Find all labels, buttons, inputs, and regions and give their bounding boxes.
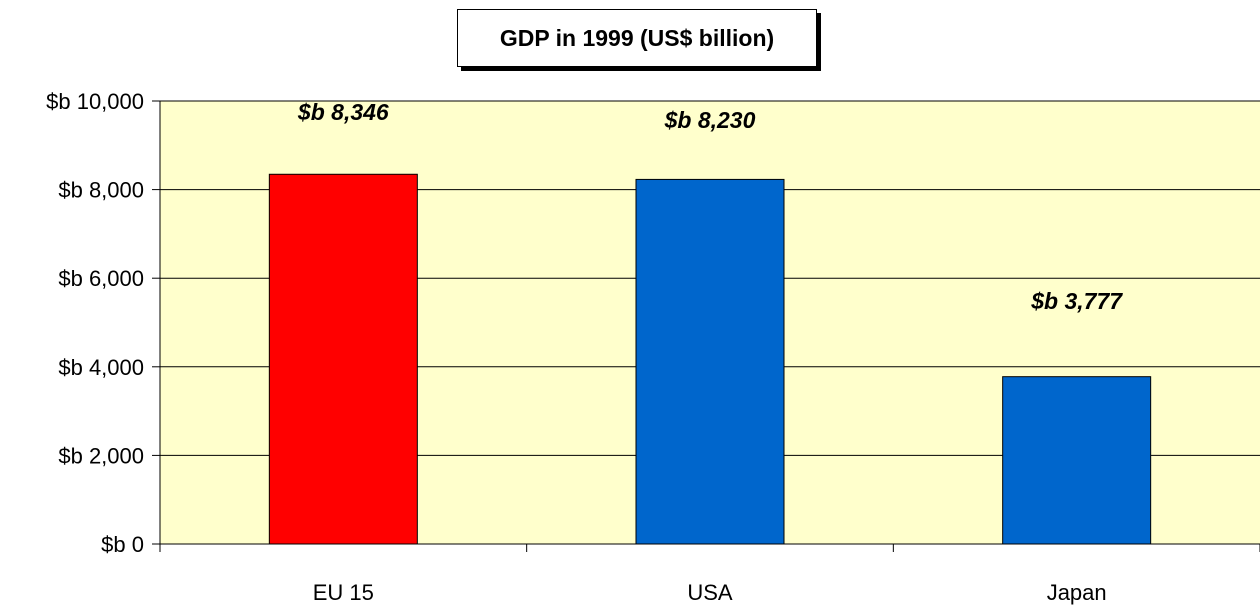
y-tick-label: $b 4,000 bbox=[58, 355, 144, 380]
y-tick-label: $b 6,000 bbox=[58, 266, 144, 291]
y-tick-label: $b 0 bbox=[101, 532, 144, 557]
bar-eu-15 bbox=[268, 173, 418, 545]
data-label: $b 3,777 bbox=[1030, 288, 1123, 314]
bar-japan bbox=[1002, 376, 1152, 545]
data-label: $b 8,346 bbox=[297, 99, 389, 125]
chart-title: GDP in 1999 (US$ billion) bbox=[457, 9, 817, 67]
labels: $b 0 $b 2,000 $b 4,000 $b 6,000 $b 8,000 $b 1… bbox=[46, 89, 1123, 605]
bar-usa bbox=[635, 178, 785, 545]
data-label: $b 8,230 bbox=[664, 107, 756, 133]
y-tick-label: $b 10,000 bbox=[46, 89, 144, 114]
bars bbox=[268, 173, 1152, 545]
axes bbox=[152, 100, 1260, 552]
x-category-label: USA bbox=[687, 580, 733, 605]
x-category-label: EU 15 bbox=[313, 580, 374, 605]
y-tick-label: $b 2,000 bbox=[58, 443, 144, 468]
x-category-label: Japan bbox=[1047, 580, 1107, 605]
y-tick-label: $b 8,000 bbox=[58, 178, 144, 203]
